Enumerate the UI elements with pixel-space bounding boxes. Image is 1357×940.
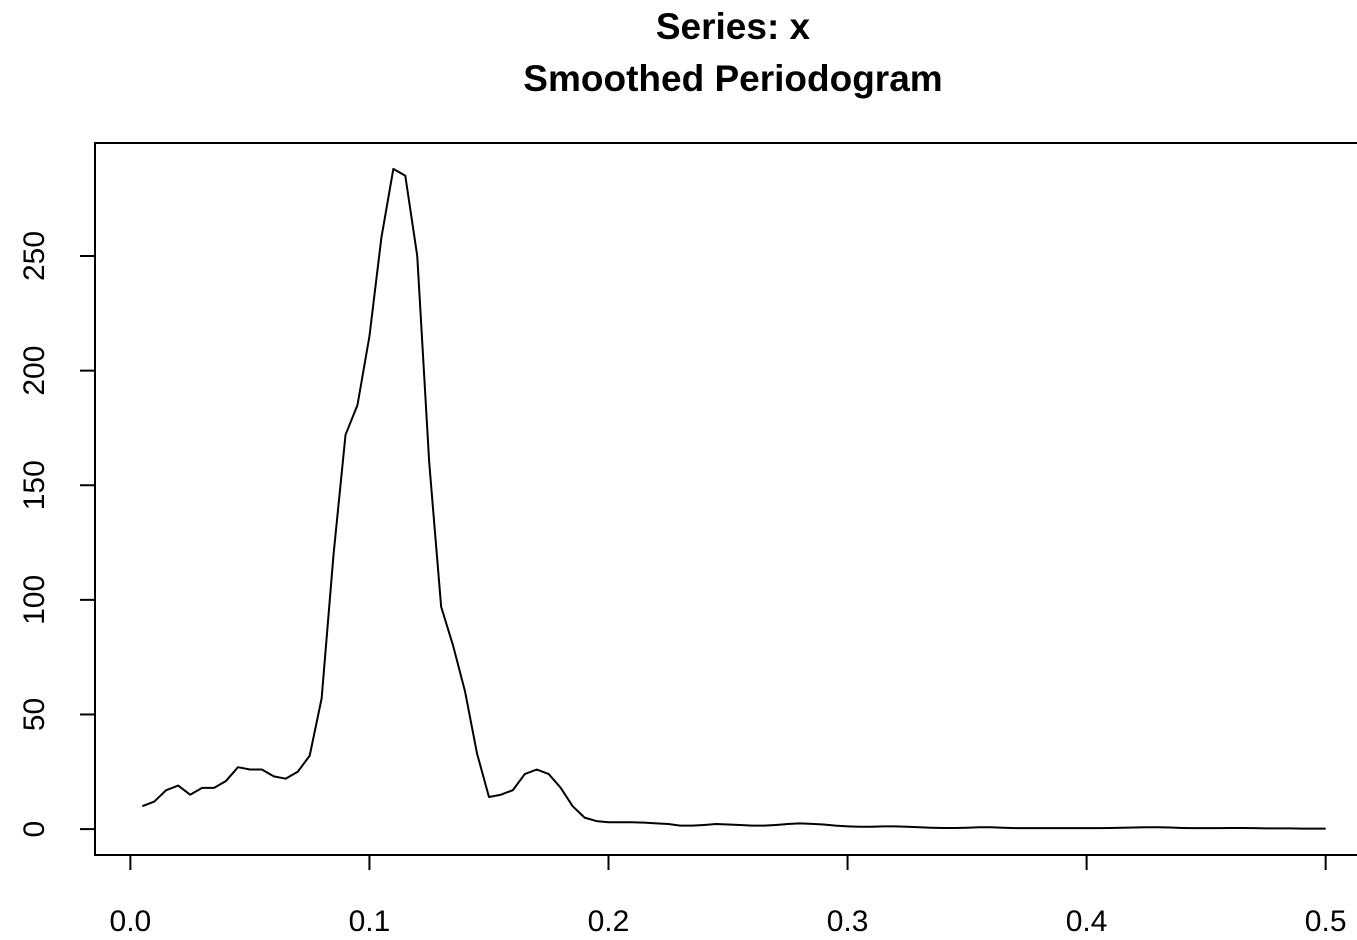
y-tick-label: 0 (18, 821, 51, 838)
periodogram-line (141, 167, 1326, 830)
x-tick-label: 0.2 (588, 905, 630, 938)
x-tick-label: 0.3 (827, 905, 869, 938)
y-tick-label: 100 (18, 575, 51, 625)
y-tick-label: 200 (18, 346, 51, 396)
chart-subtitle: Smoothed Periodogram (523, 58, 942, 99)
x-tick-label: 0.0 (110, 905, 152, 938)
x-tick-label: 0.1 (349, 905, 391, 938)
x-tick-label: 0.4 (1066, 905, 1108, 938)
plot-frame (94, 142, 1357, 856)
chart-title: Series: x (656, 6, 811, 47)
y-tick-label: 250 (18, 231, 51, 281)
x-tick-label: 0.5 (1305, 905, 1347, 938)
y-tick-label: 150 (18, 460, 51, 510)
y-tick-label: 50 (18, 698, 51, 731)
